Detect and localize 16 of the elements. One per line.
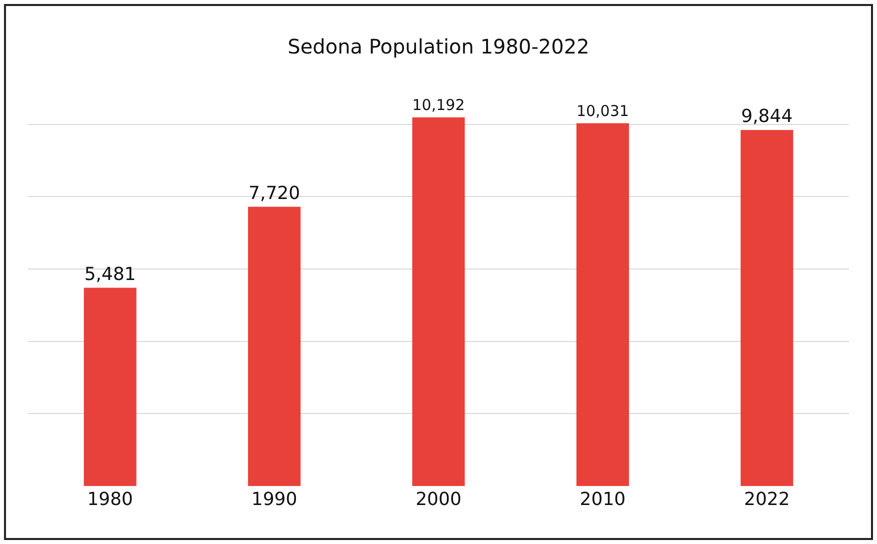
data-label: 7,720	[248, 182, 300, 204]
x-tick-label: 2010	[580, 489, 626, 510]
bar	[84, 288, 136, 486]
bar	[412, 117, 465, 486]
bar	[248, 206, 301, 486]
x-tick-label: 2022	[744, 489, 790, 510]
data-label: 10,192	[412, 96, 465, 114]
bar	[576, 123, 629, 486]
chart-title: Sedona Population 1980-2022	[288, 34, 590, 59]
data-label: 9,844	[741, 106, 793, 127]
x-tick-label: 2000	[416, 489, 462, 510]
x-tick-label: 1990	[251, 489, 298, 510]
data-label: 5,481	[84, 264, 136, 285]
x-tick-label: 1980	[87, 489, 134, 510]
data-label: 10,031	[576, 102, 629, 120]
bar	[740, 130, 794, 486]
